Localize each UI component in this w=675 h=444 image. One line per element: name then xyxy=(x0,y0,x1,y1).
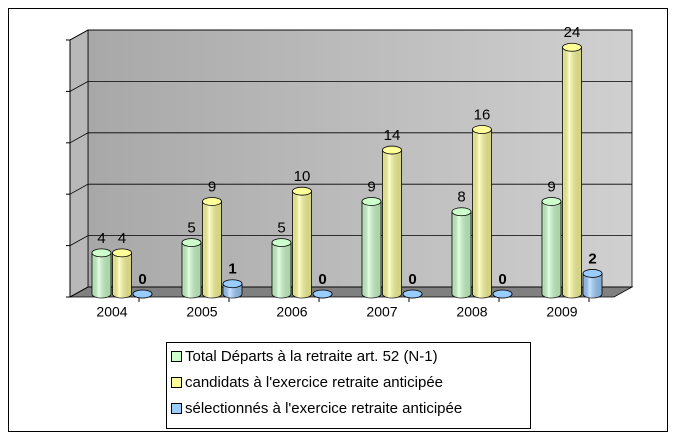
bar-shade xyxy=(382,150,402,298)
data-label: 0 xyxy=(408,271,416,288)
bar-shade xyxy=(362,201,381,298)
legend-swatch xyxy=(171,351,182,362)
bar-shade xyxy=(292,191,312,298)
bar-top xyxy=(492,289,513,299)
data-label: 4 xyxy=(118,230,126,247)
grid-line xyxy=(69,286,632,298)
bar-top xyxy=(472,125,492,134)
legend-label: sélectionnés à l'exercice retraite antic… xyxy=(185,400,462,417)
bar-top xyxy=(91,248,112,258)
bar-shade xyxy=(472,129,492,298)
legend-swatch xyxy=(171,403,182,414)
bar-top xyxy=(271,238,292,248)
bar-top xyxy=(582,269,603,278)
bar-top xyxy=(541,197,562,206)
x-tick-label: 2009 xyxy=(546,304,577,320)
bar-top xyxy=(132,289,153,299)
data-label: 1 xyxy=(228,261,236,278)
data-label: 8 xyxy=(457,189,465,206)
x-tick-label: 2006 xyxy=(276,304,307,320)
bar-shade xyxy=(542,201,561,298)
bar-top xyxy=(181,238,202,248)
bar-top xyxy=(562,42,582,52)
grid-line xyxy=(69,29,632,41)
legend-label: Total Départs à la retraite art. 52 (N-1… xyxy=(185,348,438,365)
data-label: 14 xyxy=(384,127,401,144)
plot: 2004 4 4 0 2005 5 9 1 2006 5 10 0 2007 9 14 0 2008 8 16 0 20… xyxy=(66,24,632,320)
data-label: 0 xyxy=(498,271,506,288)
grid-line xyxy=(69,183,632,195)
bar-top xyxy=(222,279,243,289)
data-label: 5 xyxy=(277,220,285,237)
x-tick-label: 2008 xyxy=(456,304,487,320)
bar-top xyxy=(402,289,423,299)
bar-top xyxy=(361,197,382,206)
legend-label: candidats à l'exercice retraite anticipé… xyxy=(185,374,443,391)
data-label: 4 xyxy=(97,230,105,247)
data-label: 5 xyxy=(187,220,195,237)
bar-top xyxy=(312,289,333,299)
data-label: 0 xyxy=(318,271,326,288)
bar-shade xyxy=(182,242,201,298)
data-label: 0 xyxy=(138,271,146,288)
x-tick-label: 2007 xyxy=(366,304,397,320)
bar-top xyxy=(382,145,402,155)
grid-line xyxy=(69,132,632,144)
side-wall xyxy=(69,29,89,298)
bar-shade xyxy=(112,252,132,298)
legend-swatch xyxy=(171,377,182,388)
bar-shade xyxy=(272,242,291,298)
grid-line xyxy=(69,235,632,246)
bar-shade xyxy=(562,47,582,298)
data-label: 9 xyxy=(367,178,375,195)
grid-line xyxy=(69,81,632,92)
bar-shade xyxy=(202,201,222,298)
bar-top xyxy=(451,207,472,217)
bar-top xyxy=(202,197,222,206)
bar-shade xyxy=(452,211,471,298)
legend xyxy=(166,342,531,429)
data-label: 24 xyxy=(564,24,581,41)
x-tick-label: 2004 xyxy=(96,304,127,320)
data-label: 9 xyxy=(208,178,216,195)
bar-shade xyxy=(92,252,111,298)
data-label: 16 xyxy=(474,106,491,123)
data-label: 9 xyxy=(547,178,555,195)
data-label: 10 xyxy=(294,168,311,185)
data-label: 2 xyxy=(588,250,596,267)
bar-top xyxy=(112,248,132,258)
x-tick-label: 2005 xyxy=(186,304,217,320)
bar-shade xyxy=(583,273,602,298)
bar-top xyxy=(292,186,312,196)
